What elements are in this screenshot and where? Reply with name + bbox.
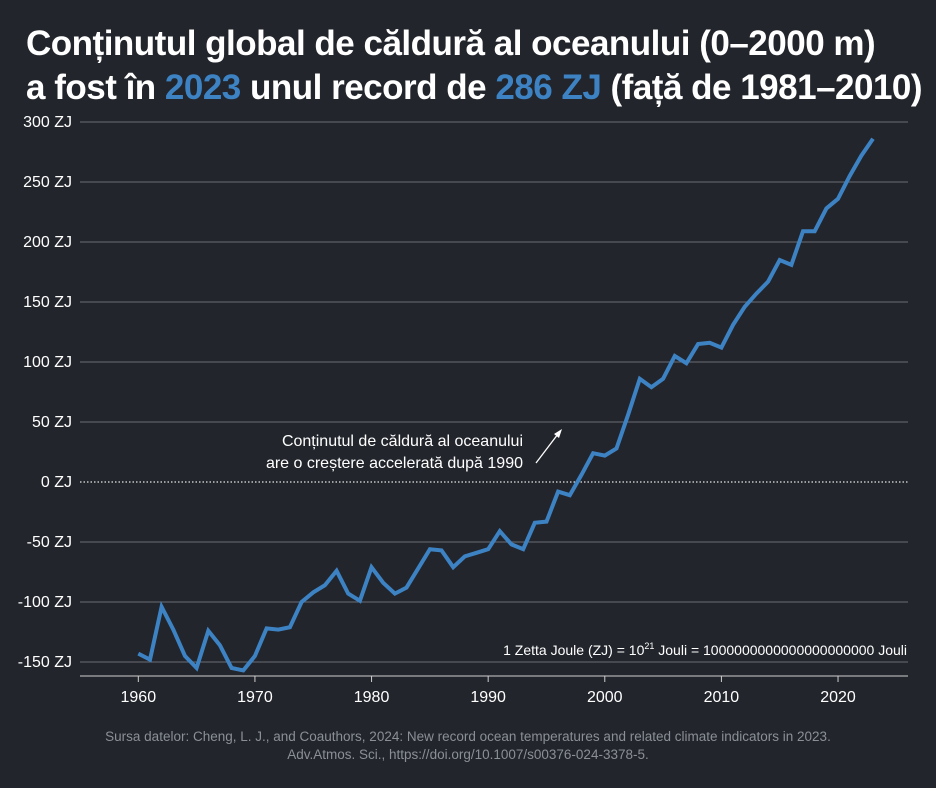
- y-tick-label: 250 ZJ: [23, 174, 72, 191]
- unit-note-prefix: 1 Zetta Joule (ZJ) = 10: [503, 642, 644, 658]
- y-tick-label: 150 ZJ: [23, 294, 72, 311]
- x-tick-label: 1970: [237, 689, 273, 706]
- y-tick-label: -150 ZJ: [18, 654, 72, 671]
- x-tick-label: 1980: [354, 689, 390, 706]
- y-tick-label: 100 ZJ: [23, 354, 72, 371]
- unit-note: 1 Zetta Joule (ZJ) = 1021 Jouli = 100000…: [503, 641, 907, 658]
- x-tick-label: 2010: [704, 689, 740, 706]
- annotation-line-2: are o creștere accelerată după 1990: [266, 455, 523, 472]
- unit-note-exponent: 21: [644, 641, 654, 651]
- x-axis: 1960 1970 1980 1990 2000 2010 2020: [80, 675, 908, 706]
- annotation: Conținutul de căldură al oceanului are o…: [266, 429, 562, 472]
- title-line-2: a fost în 2023 unul record de 286 ZJ (fa…: [26, 66, 923, 110]
- series-layer: [137, 137, 875, 673]
- unit-note-suffix: Jouli = 1000000000000000000000 Jouli: [654, 642, 907, 658]
- annotation-arrow-head-icon: [554, 429, 562, 438]
- y-tick-label: 200 ZJ: [23, 234, 72, 251]
- footer-line-1: Sursa datelor: Cheng, L. J., and Coautho…: [105, 729, 831, 744]
- title-value-highlight: 286 ZJ: [495, 68, 602, 107]
- x-tick-label: 1960: [121, 689, 157, 706]
- y-tick-label: 0 ZJ: [41, 474, 72, 491]
- y-tick-label: -50 ZJ: [27, 534, 72, 551]
- y-tick-label: 50 ZJ: [32, 414, 72, 431]
- annotation-line-1: Conținutul de căldură al oceanului: [282, 433, 523, 450]
- title-year-highlight: 2023: [164, 68, 241, 107]
- source-footer: Sursa datelor: Cheng, L. J., and Coautho…: [0, 728, 936, 764]
- title-line2-part1: a fost în: [26, 68, 165, 107]
- y-tick-label: -100 ZJ: [18, 594, 72, 611]
- series-line-ocean-heat: [137, 137, 875, 673]
- annotation-arrow-line: [535, 433, 559, 464]
- y-tick-label: 300 ZJ: [23, 114, 72, 131]
- title-line2-part3: (față de 1981–2010): [601, 68, 923, 107]
- x-tick-label: 2000: [587, 689, 623, 706]
- footer-line-2: Adv.Atmos. Sci., https://doi.org/10.1007…: [287, 747, 649, 762]
- chart-title: Conținutul global de căldură al oceanulu…: [26, 22, 923, 110]
- x-tick-label: 1990: [470, 689, 506, 706]
- title-line-1: Conținutul global de căldură al oceanulu…: [26, 24, 876, 63]
- x-tick-label: 2020: [820, 689, 856, 706]
- title-line2-part2: unul record de: [240, 68, 496, 107]
- grid-layer: [80, 121, 908, 663]
- y-axis-labels: 300 ZJ 250 ZJ 200 ZJ 150 ZJ 100 ZJ 50 ZJ 0 ZJ -…: [18, 114, 72, 671]
